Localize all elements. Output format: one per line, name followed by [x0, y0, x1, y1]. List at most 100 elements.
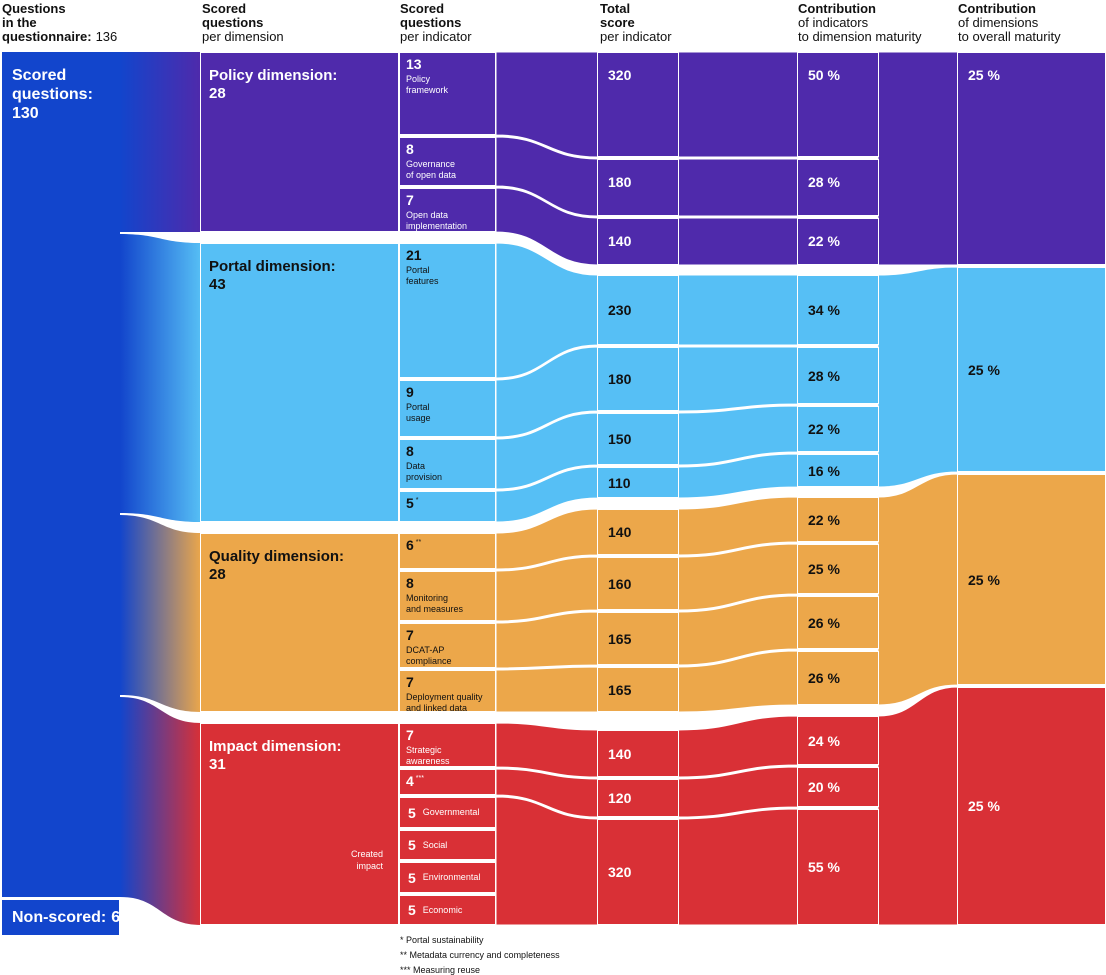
indicator-questions: 7	[406, 727, 414, 743]
overall-box-text: 25 %	[968, 571, 1000, 588]
indicator-questions: 7	[406, 627, 414, 643]
score-box-text: 140	[608, 745, 632, 762]
score-box: 110	[597, 467, 679, 498]
header-title: Questions	[2, 1, 66, 16]
score-flow	[677, 158, 799, 217]
contribution-box-text: 16 %	[808, 462, 840, 479]
score-box: 230	[597, 275, 679, 345]
header-subtitle: per indicator	[600, 29, 672, 44]
footnote: *** Measuring reuse	[400, 965, 481, 975]
indicator-label: DCAT-AP	[406, 645, 445, 655]
column-header: Scored questions per indicator	[400, 2, 550, 44]
score-box: 140	[597, 509, 679, 555]
column-header: Contribution of indicators to dimension ma…	[798, 2, 948, 44]
score-flow	[677, 51, 799, 158]
score-flow	[677, 496, 799, 556]
score-box-text: 320	[608, 864, 632, 880]
overall-box: 25 %	[957, 474, 1106, 685]
indicator-label: Environmental	[422, 872, 481, 882]
indicator-flow	[495, 136, 599, 217]
indicator-questions: 21	[406, 247, 422, 263]
indicator-label: Deployment quality	[406, 692, 483, 702]
score-box-text: 230	[608, 302, 632, 318]
column-header: Total score per indicator	[600, 2, 750, 44]
indicator-flow	[495, 556, 599, 622]
dimension-name: Portal dimension:	[209, 258, 336, 275]
indicator-label: of open data	[406, 170, 457, 180]
dimension-name: Impact dimension:	[209, 738, 342, 755]
score-box: 320	[597, 52, 679, 157]
indicator-label: Strategic	[406, 745, 442, 755]
contribution-box: 16 %	[797, 454, 879, 487]
indicator-box: 21 Portal features	[399, 243, 496, 378]
scored-label: Scored questions:	[12, 67, 93, 103]
contribution-box: 25 %	[797, 544, 879, 594]
contribution-box: 50 %	[797, 52, 879, 157]
score-box-text: 150	[608, 431, 632, 447]
header-subtitle: to overall maturity	[958, 29, 1061, 44]
score-flow	[677, 715, 799, 778]
score-flow	[677, 217, 799, 266]
header-title: Scored	[202, 1, 247, 16]
indicator-label: usage	[406, 413, 431, 423]
header-title: Total	[600, 1, 631, 16]
score-box: 180	[597, 347, 679, 411]
dimension-box: Portal dimension: 43	[200, 243, 399, 522]
score-box: 140	[597, 218, 679, 265]
indicator-flow	[495, 187, 599, 266]
header-title: Contribution	[798, 1, 876, 16]
indicator-questions: 5	[408, 837, 416, 853]
scored-value: 130	[12, 105, 39, 122]
indicator-label: Social	[422, 839, 448, 850]
score-box-text: 140	[608, 524, 632, 540]
indicator-questions: 5	[408, 902, 416, 918]
indicator-flow	[495, 412, 599, 490]
score-box-text: 180	[608, 174, 632, 190]
contribution-box-text: 22 %	[808, 233, 840, 249]
score-box: 165	[597, 667, 679, 712]
score-box-text: 140	[608, 233, 632, 249]
contribution-box-text: 22 %	[808, 421, 840, 437]
indicator-questions: 9	[406, 384, 414, 400]
score-box-text: 165	[608, 681, 632, 698]
header-title: questions	[202, 15, 264, 30]
dimension-questions: 43	[209, 276, 226, 293]
indicator-questions: 13	[406, 56, 422, 72]
non-scored-box: Non-scored: 6	[2, 900, 120, 935]
contribution-flow	[877, 473, 959, 706]
indicator-questions: 7	[406, 674, 414, 690]
created-impact-label: Created impact	[350, 849, 383, 871]
dimension-name: Quality dimension:	[209, 548, 345, 565]
contribution-box: 20 %	[797, 767, 879, 807]
footnote: ** Metadata currency and completeness	[400, 950, 560, 960]
score-flow	[677, 543, 799, 611]
indicator-label: Governance	[406, 159, 456, 169]
indicator-questions: 5	[408, 869, 416, 886]
indicator-flow	[495, 242, 599, 379]
contribution-box-text: 28 %	[808, 174, 840, 190]
column-header: Scored questions per dimension	[202, 2, 352, 44]
indicator-box: 9 Portal usage	[399, 380, 496, 437]
score-flow	[677, 346, 799, 412]
contribution-box: 22 %	[797, 406, 879, 452]
contribution-box: 28 %	[797, 347, 879, 404]
indicator-questions: 8	[406, 141, 414, 157]
contribution-box: 26 %	[797, 596, 879, 649]
score-flow	[677, 766, 799, 818]
indicator-note: *	[415, 496, 419, 504]
indicator-label: features	[406, 276, 439, 286]
contribution-box-text: 24 %	[808, 732, 840, 749]
indicator-label: Governmental	[422, 807, 480, 817]
contribution-box: 55 %	[797, 809, 879, 925]
overall-box-text: 25 %	[968, 798, 1000, 814]
indicator-questions: 8	[406, 575, 414, 591]
overall-box: 25 %	[957, 52, 1106, 265]
contribution-box-text: 20 %	[808, 779, 840, 795]
dimension-box: Impact dimension: 31	[200, 723, 399, 925]
score-box-text: 160	[608, 575, 632, 592]
score-flow	[677, 650, 799, 713]
contribution-box-text: 26 %	[808, 670, 840, 686]
contribution-flow	[877, 686, 959, 926]
header-title: questions	[400, 15, 462, 30]
indicator-box: 6 **	[399, 533, 496, 569]
